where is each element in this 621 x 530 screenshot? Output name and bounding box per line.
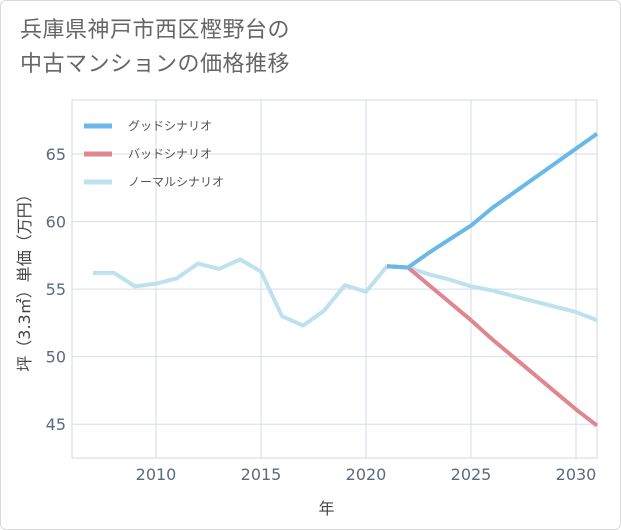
legend-label-0: グッドシナリオ [128,119,212,133]
chart-title-line-1: 兵庫県神戸市西区樫野台の [20,18,291,43]
x-tick-label: 2030 [556,465,597,484]
chart-title-line-2: 中古マンションの価格推移 [20,52,291,77]
x-tick-label: 2015 [241,465,282,484]
series-line-1 [386,264,599,428]
x-axis-title: 年 [318,499,334,518]
y-tick-label: 50 [46,348,66,367]
series-line-0 [386,132,599,270]
x-tick-label: 2020 [346,465,387,484]
x-tick-label: 2025 [451,465,492,484]
plot-area [71,99,598,459]
series-line-2 [93,257,598,328]
x-tick-label: 2010 [136,465,177,484]
y-tick-label: 60 [46,213,66,232]
y-tick-label: 65 [46,145,66,164]
y-axis-title: 坪（3.3㎡）単価（万円） [15,186,34,371]
y-tick-label: 55 [46,280,66,299]
legend-label-2: ノーマルシナリオ [128,175,224,189]
chart-title: 兵庫県神戸市西区樫野台の 中古マンションの価格推移 [20,14,580,82]
y-tick-label: 45 [46,415,66,434]
legend-label-1: バッドシナリオ [128,147,212,161]
